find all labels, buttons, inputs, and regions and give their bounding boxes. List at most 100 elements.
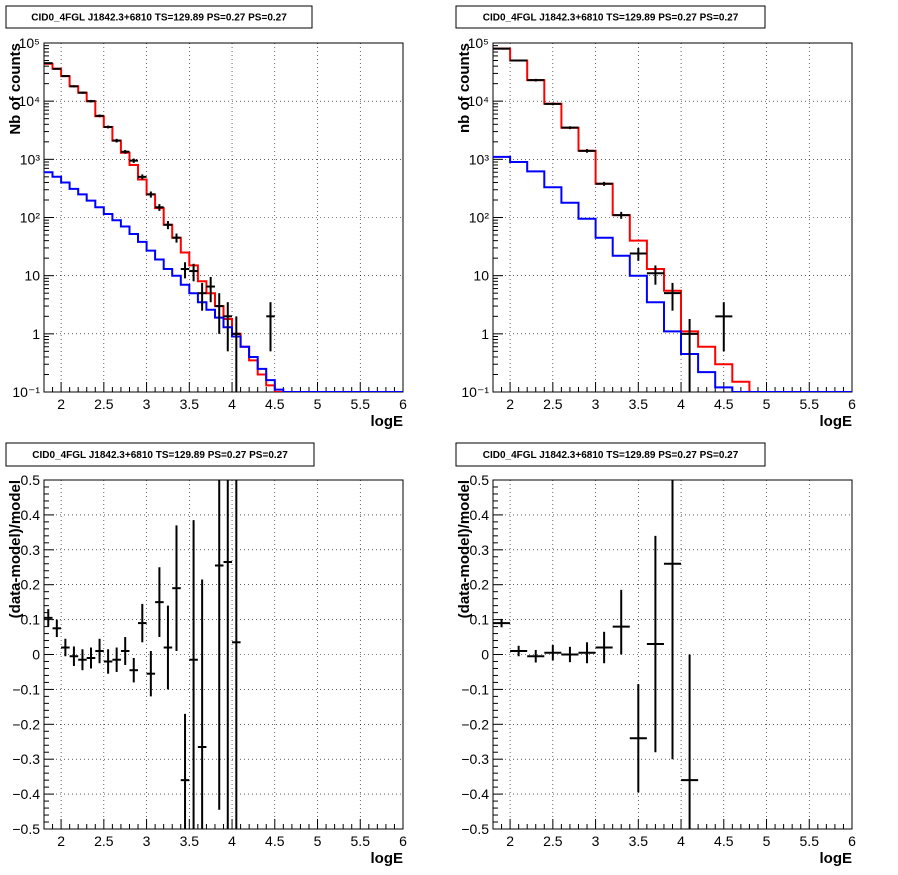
series-line-1 xyxy=(44,62,403,392)
data-point xyxy=(663,480,682,760)
plot-pad-1: CID0_4FGL J1842.3+6810 TS=129.89 PS=0.27… xyxy=(5,5,407,430)
data-point xyxy=(493,618,511,628)
x-tick-label: 4 xyxy=(228,833,236,849)
x-tick-label: 5.5 xyxy=(800,833,820,849)
x-tick-label: 4 xyxy=(677,833,685,849)
y-axis-ticks xyxy=(44,42,54,393)
data-point xyxy=(78,91,87,94)
x-axis-label: logE xyxy=(371,850,404,867)
plot-content xyxy=(44,62,403,392)
data-point xyxy=(112,138,121,143)
data-point xyxy=(510,645,528,657)
data-point xyxy=(493,47,511,50)
x-tick-label: 3 xyxy=(592,833,600,849)
y-tick-label: 10⁴ xyxy=(18,93,40,109)
data-point xyxy=(197,282,207,311)
x-tick-label: 6 xyxy=(399,833,407,849)
data-point xyxy=(612,589,630,655)
data-point xyxy=(232,316,241,392)
plot-frame xyxy=(43,479,404,830)
data-point xyxy=(112,647,121,672)
y-tick-label: −0.3 xyxy=(461,751,489,767)
plot-frame xyxy=(492,42,853,393)
y-tick-label: 0.1 xyxy=(470,612,490,628)
x-tick-label: 4 xyxy=(228,396,236,412)
x-tick-label: 2.5 xyxy=(94,396,114,412)
data-point xyxy=(663,282,682,311)
data-point xyxy=(180,262,190,279)
y-tick-label: 10 xyxy=(473,268,489,284)
y-axis-label: nb of counts xyxy=(456,43,473,133)
x-tick-label: 4.5 xyxy=(714,396,734,412)
data-point xyxy=(527,78,545,82)
y-tick-label: −0.4 xyxy=(12,786,40,802)
x-tick-label: 3 xyxy=(592,396,600,412)
y-tick-label: −0.5 xyxy=(461,821,489,837)
data-point xyxy=(206,276,215,303)
x-axis-label: logE xyxy=(371,413,404,430)
plot-content xyxy=(493,480,699,829)
data-point xyxy=(561,646,579,663)
data-point xyxy=(214,480,224,810)
x-tick-label: 3.5 xyxy=(180,396,200,412)
y-tick-label: 10² xyxy=(469,210,490,226)
data-point xyxy=(95,638,104,664)
data-point xyxy=(646,535,664,753)
title-box xyxy=(5,5,313,29)
data-point xyxy=(69,85,79,88)
data-point xyxy=(138,603,147,643)
x-tick-label: 3.5 xyxy=(180,833,200,849)
y-axis-ticks xyxy=(44,479,54,830)
x-tick-label: 5.5 xyxy=(351,396,371,412)
x-axis-ticks xyxy=(492,382,853,392)
grid xyxy=(44,479,404,830)
y-tick-label: 0.4 xyxy=(21,507,41,523)
y-tick-label: −0.2 xyxy=(12,716,40,732)
plot-pad-4: CID0_4FGL J1842.3+6810 TS=129.89 PS=0.27… xyxy=(455,442,856,867)
data-point xyxy=(52,619,62,638)
data-point xyxy=(544,645,562,661)
data-point xyxy=(189,520,198,829)
data-point xyxy=(189,263,198,282)
x-axis-ticks xyxy=(492,819,853,829)
y-tick-label: 10⁵ xyxy=(468,35,489,51)
x-axis-ticks xyxy=(43,382,404,392)
chart-title: CID0_4FGL J1842.3+6810 TS=129.89 PS=0.27… xyxy=(31,13,287,24)
data-point xyxy=(172,525,181,652)
y-tick-label: 10³ xyxy=(20,151,41,167)
data-point xyxy=(52,67,62,70)
x-tick-label: 6 xyxy=(848,396,856,412)
series-line-2 xyxy=(44,171,403,392)
y-tick-label: −0.4 xyxy=(461,786,489,802)
y-tick-label: −0.3 xyxy=(12,751,40,767)
y-tick-label: 10³ xyxy=(469,151,490,167)
y-tick-label: 10⁴ xyxy=(467,93,489,109)
x-tick-label: 6 xyxy=(399,396,407,412)
y-tick-label: 10 xyxy=(24,268,40,284)
data-point xyxy=(86,99,96,103)
data-point xyxy=(266,302,275,352)
chart-title: CID0_4FGL J1842.3+6810 TS=129.89 PS=0.27… xyxy=(483,13,739,24)
x-tick-label: 2.5 xyxy=(94,833,114,849)
y-tick-label: 0.5 xyxy=(21,472,41,488)
data-point xyxy=(86,647,96,669)
x-tick-label: 4 xyxy=(677,396,685,412)
data-point xyxy=(180,713,190,829)
data-point xyxy=(44,609,53,627)
x-axis-label: logE xyxy=(820,850,853,867)
data-point xyxy=(715,302,733,352)
y-tick-label: 0 xyxy=(481,647,489,663)
title-box xyxy=(5,442,315,467)
data-point xyxy=(223,480,233,829)
data-point xyxy=(129,158,139,163)
y-tick-label: 0.5 xyxy=(470,472,490,488)
x-tick-label: 5 xyxy=(763,833,771,849)
x-tick-label: 2 xyxy=(57,833,65,849)
x-tick-label: 5.5 xyxy=(351,833,371,849)
x-axis-label: logE xyxy=(820,413,853,430)
data-point xyxy=(78,649,87,671)
chart-title: CID0_4FGL J1842.3+6810 TS=129.89 PS=0.27… xyxy=(483,450,739,461)
y-axis-ticks xyxy=(493,42,503,393)
data-point xyxy=(103,125,113,129)
